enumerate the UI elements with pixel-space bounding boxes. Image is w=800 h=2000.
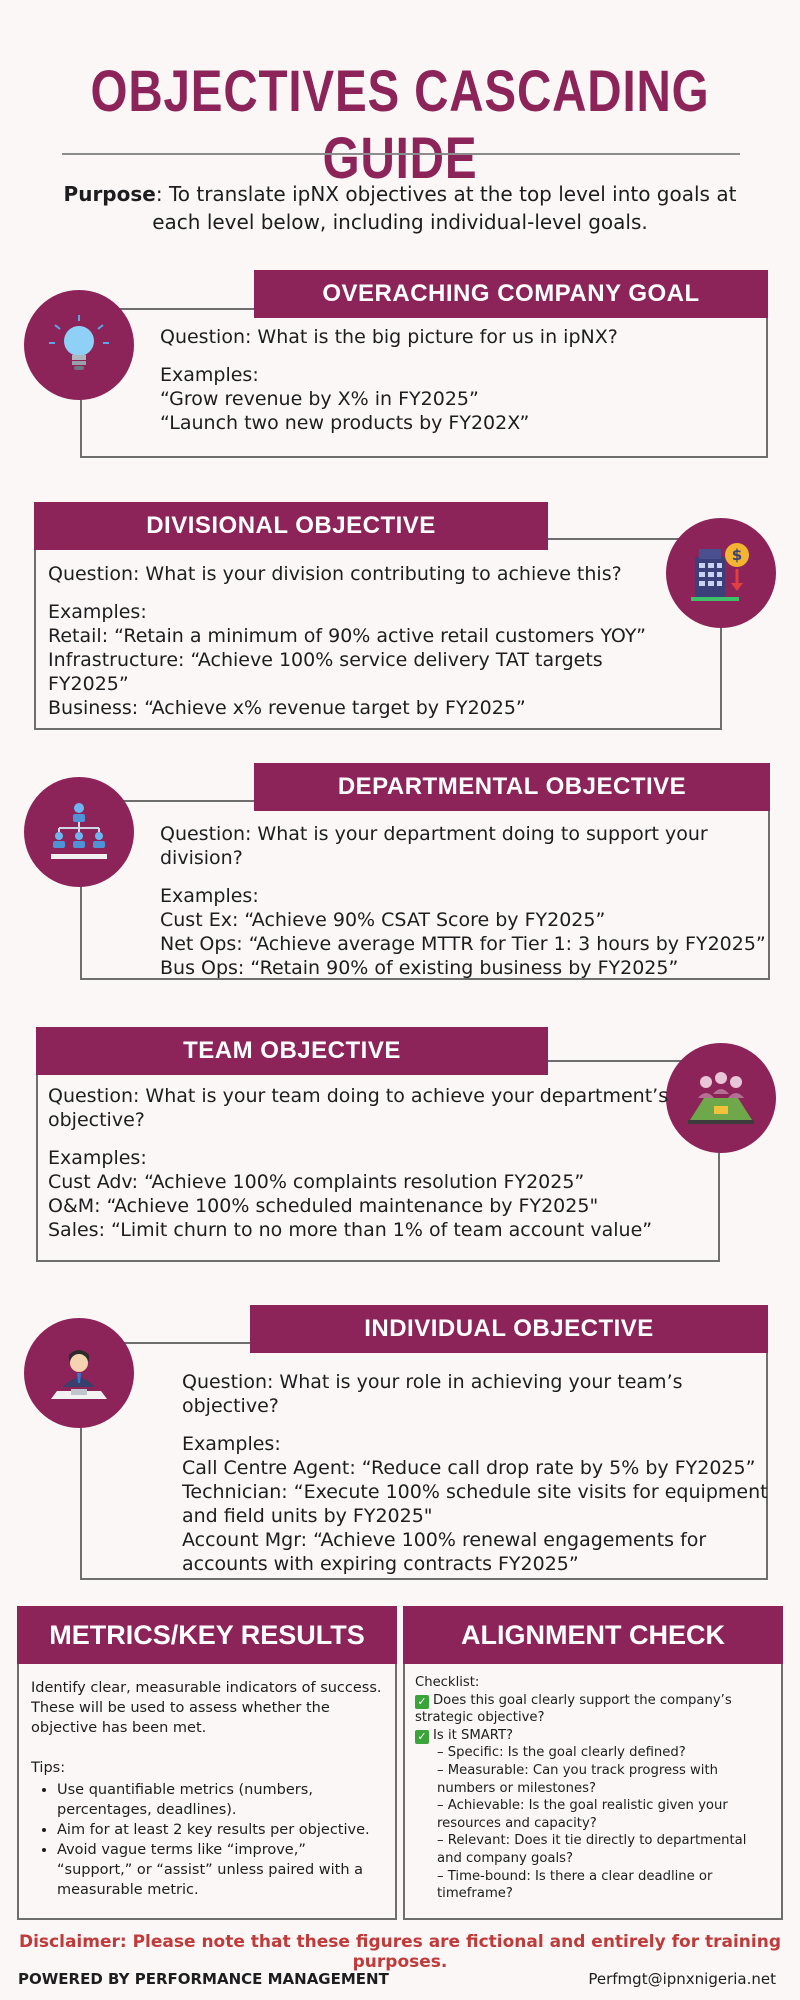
examples-label: Examples: <box>48 601 147 623</box>
divisional-objective-content: Question: What is your division contribu… <box>48 562 688 720</box>
question-text: Question: What is your team doing to ach… <box>48 1085 669 1131</box>
disclaimer-text: Disclaimer: Please note that these figur… <box>18 1932 782 1972</box>
question-text: Question: What is your division contribu… <box>48 563 622 585</box>
example-item: Cust Ex: “Achieve 90% CSAT Score by FY20… <box>160 909 606 931</box>
smart-item: – Achievable: Is the goal realistic give… <box>437 1798 728 1831</box>
connector-line <box>130 800 260 802</box>
individual-objective-content: Question: What is your role in achieving… <box>182 1370 768 1576</box>
metrics-intro: Identify clear, measurable indicators of… <box>31 1680 382 1736</box>
checklist-item: ✓ Is it SMART? <box>415 1727 771 1745</box>
example-item: Account Mgr: “Achieve 100% renewal engag… <box>182 1529 707 1575</box>
footer-email[interactable]: Perfmgt@ipnxnigeria.net <box>588 1970 776 1988</box>
team-objective-box <box>36 1060 720 1262</box>
question-text: Question: What is the big picture for us… <box>160 326 618 348</box>
tip-item: Avoid vague terms like “improve,” “suppo… <box>57 1840 383 1900</box>
examples-label: Examples: <box>160 364 259 386</box>
individual-objective-banner: INDIVIDUAL OBJECTIVE <box>250 1305 768 1353</box>
team-objective-content: Question: What is your team doing to ach… <box>48 1084 688 1242</box>
example-item: Call Centre Agent: “Reduce call drop rat… <box>182 1457 756 1479</box>
example-item: Retail: “Retain a minimum of 90% active … <box>48 625 646 647</box>
alignment-panel: Checklist: ✓ Does this goal clearly suppo… <box>403 1664 783 1920</box>
checkmark-icon: ✓ <box>415 1729 429 1744</box>
departmental-objective-content: Question: What is your department doing … <box>160 822 770 980</box>
purpose-statement: Purpose: To translate ipNX objectives at… <box>40 180 760 236</box>
purpose-label: Purpose <box>63 182 156 206</box>
example-item: Technician: “Execute 100% schedule site … <box>182 1481 768 1527</box>
example-item: Net Ops: “Achieve average MTTR for Tier … <box>160 933 766 955</box>
example-item: Bus Ops: “Retain 90% of existing busines… <box>160 957 679 979</box>
footer-credit: POWERED BY PERFORMANCE MANAGEMENT <box>18 1970 389 1988</box>
team-objective-banner: TEAM OBJECTIVE <box>36 1027 548 1075</box>
example-item: Infrastructure: “Achieve 100% service de… <box>48 649 603 695</box>
tip-item: Use quantifiable metrics (numbers, perce… <box>57 1780 383 1820</box>
connector-line <box>548 538 722 540</box>
tips-list: Use quantifiable metrics (numbers, perce… <box>31 1780 383 1900</box>
lightbulb-icon <box>24 290 134 400</box>
question-text: Question: What is your role in achieving… <box>182 1371 683 1417</box>
company-goal-content: Question: What is the big picture for us… <box>160 325 760 435</box>
departmental-objective-banner: DEPARTMENTAL OBJECTIVE <box>254 763 770 811</box>
smart-item: – Specific: Is the goal clearly defined? <box>437 1745 686 1761</box>
question-text: Question: What is your department doing … <box>160 823 708 869</box>
smart-item: – Time-bound: Is there a clear deadline … <box>437 1868 713 1902</box>
page-title: OBJECTIVES CASCADING GUIDE <box>90 59 710 191</box>
metrics-panel-title: METRICS/KEY RESULTS <box>17 1606 397 1664</box>
purpose-text: : To translate ipNX objectives at the to… <box>152 182 737 234</box>
title-divider <box>62 153 740 155</box>
building-dollar-icon: $ <box>666 518 776 628</box>
metrics-panel: Identify clear, measurable indicators of… <box>17 1664 397 1920</box>
checklist-label: Checklist: <box>415 1675 480 1690</box>
divisional-objective-box <box>34 538 722 730</box>
example-item: “Launch two new products by FY202X” <box>160 412 530 434</box>
example-item: Sales: “Limit churn to no more than 1% o… <box>48 1219 653 1241</box>
company-goal-banner: OVERACHING COMPANY GOAL <box>254 270 768 318</box>
tip-item: Aim for at least 2 key results per objec… <box>57 1820 383 1840</box>
divisional-objective-banner: DIVISIONAL OBJECTIVE <box>34 502 548 550</box>
example-item: Cust Adv: “Achieve 100% complaints resol… <box>48 1171 585 1193</box>
individual-objective-box <box>80 1342 768 1580</box>
org-chart-icon <box>24 777 134 887</box>
businessman-icon <box>24 1318 134 1428</box>
examples-label: Examples: <box>182 1433 281 1455</box>
connector-line <box>130 308 260 310</box>
connector-line <box>130 1342 252 1344</box>
checklist-item: ✓ Does this goal clearly support the comp… <box>415 1692 732 1726</box>
connector-line <box>548 1060 720 1062</box>
alignment-panel-title: ALIGNMENT CHECK <box>403 1606 783 1664</box>
example-item: “Grow revenue by X% in FY2025” <box>160 388 479 410</box>
tips-label: Tips: <box>31 1760 66 1776</box>
svg-text:$: $ <box>732 546 742 564</box>
examples-label: Examples: <box>160 885 259 907</box>
example-item: Business: “Achieve x% revenue target by … <box>48 697 526 719</box>
checkmark-icon: ✓ <box>415 1694 429 1709</box>
examples-label: Examples: <box>48 1147 147 1169</box>
smart-item: – Measurable: Can you track progress wit… <box>437 1762 718 1796</box>
example-item: O&M: “Achieve 100% scheduled maintenance… <box>48 1195 599 1217</box>
team-meeting-icon <box>666 1043 776 1153</box>
smart-item: – Relevant: Does it tie directly to depa… <box>437 1833 747 1866</box>
